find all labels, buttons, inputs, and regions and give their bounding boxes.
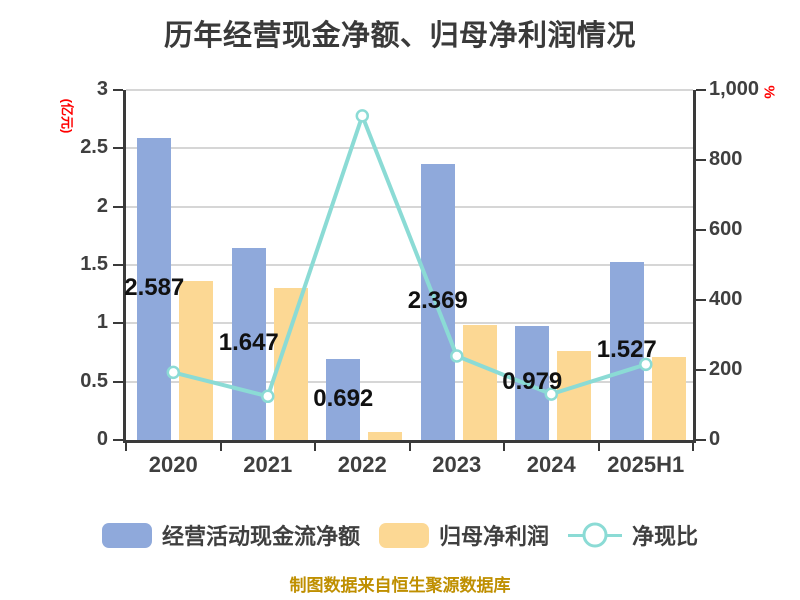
x-axis-category-label: 2024: [526, 452, 576, 477]
x-axis-tick: [692, 443, 694, 451]
y-axis-tick: [113, 439, 123, 441]
bar-data-label: 2.587: [124, 274, 185, 302]
x-axis-category-label: 2021: [243, 452, 293, 477]
legend-line-marker-icon: [568, 521, 622, 549]
legend-label-operating-cash-flow: 经营活动现金流净额: [161, 524, 360, 549]
y-axis-tick: [113, 205, 123, 208]
x-axis-line: [123, 440, 696, 443]
chart-title: 历年经营现金净额、归母净利润情况: [163, 20, 636, 52]
legend-item-net-profit: 归母净利润: [378, 519, 549, 551]
right-axis-tick-label: 400: [709, 288, 743, 310]
y-axis-tick: [113, 89, 123, 91]
net-cash-ratio-marker: [355, 109, 370, 123]
bar-operating-cash-flow: [137, 138, 172, 440]
bar-data-label: 0.692: [313, 384, 374, 412]
y-axis-tick-label: 1.5: [80, 253, 108, 275]
y-axis-tick-label: 0.5: [80, 369, 108, 392]
legend-item-net-cash-ratio: 净现比: [568, 519, 698, 551]
x-axis-category-label: 2020: [148, 452, 198, 477]
gridline: [126, 264, 693, 266]
bar-data-label: 2.369: [407, 286, 468, 314]
x-axis-category-label: 2025H1: [607, 452, 685, 477]
y-axis-tick: [113, 380, 123, 383]
bar-net-profit: [651, 357, 686, 440]
x-axis-tick: [314, 443, 316, 451]
y-axis-line: [123, 90, 126, 443]
x-axis-tick: [125, 443, 127, 451]
right-axis-tick-label: 1,000: [709, 78, 760, 100]
right-axis-tick: [696, 159, 706, 161]
y-axis-tick-label: 3: [96, 78, 108, 100]
legend-item-operating-cash-flow: 经营活动现金流净额: [101, 519, 360, 551]
right-axis-unit-label: %: [760, 85, 778, 99]
right-axis-tick-label: 200: [709, 358, 743, 380]
y-axis-tick: [113, 264, 123, 266]
y-axis-tick: [113, 322, 123, 325]
bar-data-label: 1.647: [218, 328, 279, 356]
gridline: [126, 205, 693, 208]
y-axis-tick-label: 2.5: [80, 136, 108, 159]
bar-net-profit: [179, 281, 214, 440]
plot-area: 2.587 1.647 0.692 2.369 0.979 1.527: [124, 89, 693, 440]
x-axis-tick: [503, 443, 505, 451]
x-axis-tick: [408, 443, 411, 451]
gridline: [126, 89, 693, 91]
data-source-note: 制图数据来自恒生聚源数据库: [289, 576, 511, 595]
bar-net-profit: [368, 431, 403, 440]
bar-net-profit: [273, 288, 308, 440]
y-axis-tick-label: 1: [96, 311, 108, 334]
right-axis-tick-label: 600: [709, 218, 743, 240]
legend-yellow-swatch-icon: [378, 522, 429, 548]
bar-data-label: 0.979: [502, 367, 563, 395]
right-axis-tick: [696, 369, 706, 371]
x-axis-category-label: 2022: [337, 452, 387, 477]
legend: 经营活动现金流净额 归母净利润 净现比: [0, 518, 800, 552]
gridline: [126, 147, 693, 150]
y-axis-tick-label: 2: [96, 194, 108, 217]
right-axis-tick: [696, 229, 706, 231]
right-axis-tick: [696, 299, 706, 301]
bar-data-label: 1.527: [596, 335, 657, 363]
right-axis-tick-label: 800: [709, 148, 743, 170]
legend-blue-swatch-icon: [101, 522, 152, 548]
left-axis-unit-label: (亿元): [59, 98, 75, 134]
y-axis-tick-label: 0: [96, 428, 108, 450]
legend-label-net-profit: 归母净利润: [438, 524, 549, 549]
right-axis-tick: [696, 89, 706, 91]
x-axis-tick: [597, 443, 600, 451]
x-axis-category-label: 2023: [432, 452, 482, 477]
right-axis-tick: [696, 439, 706, 441]
x-axis-tick: [219, 443, 222, 451]
legend-label-net-cash-ratio: 净现比: [632, 524, 699, 549]
right-axis-line: [693, 90, 696, 443]
right-axis-tick-label: 0: [709, 428, 721, 450]
y-axis-tick: [113, 147, 123, 150]
